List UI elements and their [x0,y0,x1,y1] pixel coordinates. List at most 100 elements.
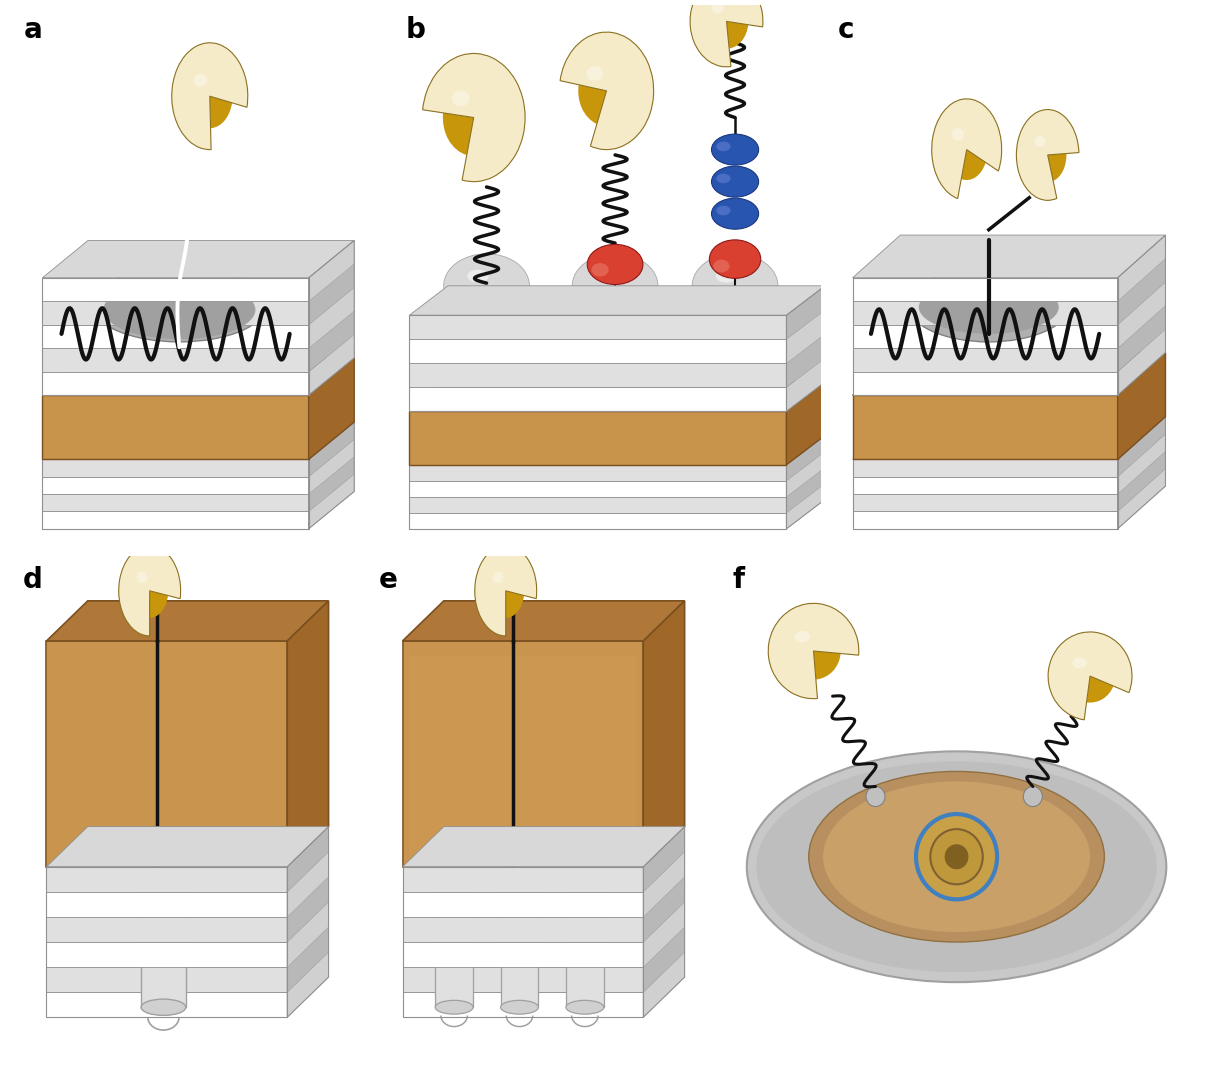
Wedge shape [578,85,606,124]
Bar [46,641,287,866]
Polygon shape [287,877,328,942]
Polygon shape [42,422,355,460]
Polygon shape [309,287,355,349]
Polygon shape [409,382,826,411]
Polygon shape [309,264,355,325]
Bar [42,277,309,301]
Polygon shape [1118,468,1166,529]
Ellipse shape [794,631,810,643]
Ellipse shape [591,263,608,276]
Polygon shape [287,927,328,993]
Ellipse shape [952,128,964,140]
Bar [46,993,287,1017]
Ellipse shape [566,865,604,878]
Polygon shape [643,827,684,892]
Polygon shape [1118,434,1166,494]
Ellipse shape [104,281,256,339]
Ellipse shape [809,771,1104,942]
Bar [46,866,287,1017]
Wedge shape [1048,632,1132,720]
Bar [409,656,636,857]
Polygon shape [643,927,684,993]
Polygon shape [46,601,328,641]
Polygon shape [309,311,355,372]
Bar [42,395,309,460]
Wedge shape [932,99,1002,199]
Polygon shape [402,827,684,866]
Bar [402,917,643,942]
Bar [852,277,1118,395]
Bar [42,460,309,477]
Polygon shape [402,601,684,641]
Polygon shape [852,353,1166,395]
Polygon shape [787,435,826,481]
Text: a: a [23,16,42,44]
Bar [42,477,309,494]
Bar [402,993,643,1017]
Text: d: d [23,565,42,593]
Bar [501,872,538,1008]
Ellipse shape [444,254,530,318]
Ellipse shape [501,1000,538,1014]
Polygon shape [1118,235,1166,301]
Polygon shape [287,601,328,866]
Wedge shape [506,591,524,618]
Text: f: f [733,565,745,593]
Polygon shape [309,241,355,301]
Wedge shape [422,54,525,181]
Ellipse shape [711,2,724,13]
Bar [409,387,787,411]
Bar [42,494,309,511]
Bar [402,641,643,866]
Polygon shape [643,902,684,967]
Bar [42,325,309,349]
Bar [402,641,643,866]
Polygon shape [309,422,355,477]
Circle shape [945,844,968,870]
Bar [852,460,1118,529]
Ellipse shape [717,206,730,216]
Polygon shape [1118,416,1166,477]
Bar [409,513,787,529]
Bar [852,494,1118,511]
Bar [409,315,787,411]
Bar [46,866,287,892]
Bar [409,496,787,513]
Circle shape [865,787,885,806]
Bar [42,460,309,529]
Polygon shape [787,483,826,529]
Bar [852,372,1118,395]
Bar [409,339,787,364]
Bar [46,892,287,917]
Bar [852,325,1118,349]
Polygon shape [787,467,826,513]
Bar [852,460,1118,477]
Ellipse shape [501,865,538,878]
Polygon shape [46,827,328,866]
Polygon shape [787,333,826,387]
Wedge shape [443,113,473,155]
Polygon shape [643,952,684,1017]
Bar [402,967,643,993]
Polygon shape [409,435,826,465]
Ellipse shape [193,73,206,86]
Ellipse shape [436,865,473,878]
Ellipse shape [711,199,759,229]
Bar [46,967,287,993]
Ellipse shape [711,166,759,197]
Circle shape [931,829,982,885]
Bar [409,315,787,339]
Bar [46,942,287,967]
Polygon shape [643,601,684,866]
Polygon shape [1118,282,1166,349]
Ellipse shape [757,762,1156,972]
Ellipse shape [566,1000,604,1014]
Wedge shape [560,32,654,150]
Wedge shape [768,603,859,699]
Polygon shape [1118,353,1166,460]
Polygon shape [1118,305,1166,372]
Polygon shape [643,851,684,917]
Text: c: c [838,16,855,44]
Ellipse shape [1072,657,1086,668]
Polygon shape [852,235,1166,277]
